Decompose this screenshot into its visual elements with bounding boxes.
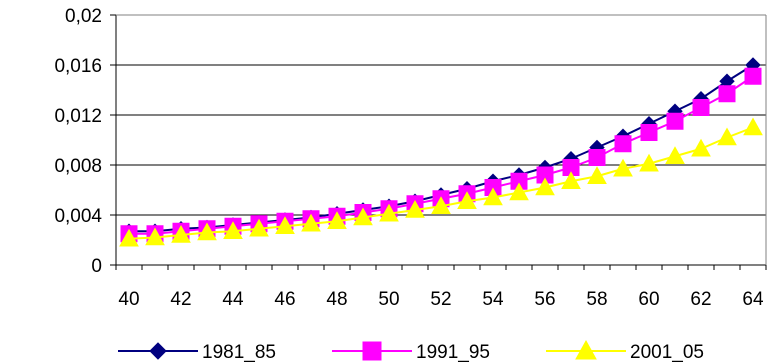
x-tick-label: 42 — [170, 289, 191, 310]
legend-label: 1981_85 — [202, 342, 276, 363]
data-point — [301, 213, 321, 232]
data-point — [457, 191, 477, 209]
x-tick-label: 48 — [326, 289, 347, 310]
data-point — [744, 67, 762, 85]
data-point — [405, 199, 425, 218]
data-point — [249, 218, 269, 237]
legend-item: 1981_85 — [118, 342, 276, 363]
x-tick-label: 56 — [534, 289, 555, 310]
axes — [115, 14, 767, 266]
series-1991_95 — [120, 67, 762, 243]
x-axis-ticks: 40 42 44 46 48 50 52 54 56 58 60 62 64 — [115, 265, 767, 310]
y-tick-label: 0,02 — [65, 6, 102, 27]
data-point — [692, 99, 710, 116]
x-tick-label: 50 — [378, 289, 399, 310]
y-tick-label: 0,008 — [54, 156, 102, 177]
y-tick-label: 0,016 — [54, 56, 102, 77]
data-point — [588, 149, 606, 166]
legend-marker — [362, 341, 382, 361]
data-point — [197, 222, 217, 241]
legend-label: 2001_05 — [630, 342, 704, 363]
legend: 1981_85 1991_95 2001_05 — [118, 339, 704, 363]
legend-marker — [575, 339, 597, 360]
x-tick-label: 52 — [430, 289, 451, 310]
data-point — [718, 85, 736, 103]
data-point — [379, 203, 399, 222]
data-point — [509, 182, 529, 201]
data-point — [743, 117, 763, 136]
data-point — [640, 124, 658, 141]
legend-item: 1991_95 — [332, 341, 490, 363]
data-point — [613, 158, 633, 177]
x-tick-label: 60 — [638, 289, 659, 310]
x-tick-label: 46 — [274, 289, 295, 310]
data-point — [171, 224, 191, 243]
legend-label: 1991_95 — [416, 342, 490, 363]
data-point — [483, 187, 503, 206]
data-point — [587, 166, 607, 184]
y-axis-ticks: 0 0,004 0,008 0,012 0,016 0,02 — [54, 6, 116, 277]
data-point — [665, 146, 685, 164]
legend-item: 2001_05 — [546, 339, 704, 363]
data-point — [614, 135, 632, 153]
data-point — [535, 177, 555, 196]
data-point — [145, 227, 165, 246]
data-point — [119, 228, 139, 247]
x-tick-label: 64 — [742, 289, 764, 310]
data-point — [223, 221, 243, 239]
y-tick-label: 0,004 — [54, 206, 102, 227]
data-point — [639, 153, 659, 172]
data-point — [353, 207, 373, 226]
data-point — [717, 127, 737, 146]
x-tick-label: 62 — [690, 289, 711, 310]
x-tick-label: 58 — [586, 289, 607, 310]
series-group — [119, 57, 763, 247]
data-point — [691, 138, 711, 157]
legend-marker — [149, 342, 167, 360]
data-point — [431, 196, 451, 214]
x-tick-label: 54 — [482, 289, 504, 310]
data-point — [666, 112, 684, 130]
series-line — [128, 126, 754, 240]
data-point — [561, 171, 581, 189]
series-2001_05 — [119, 117, 763, 247]
y-tick-label: 0 — [91, 256, 102, 277]
x-tick-label: 40 — [118, 289, 139, 310]
data-point — [327, 211, 347, 229]
data-point — [275, 216, 295, 234]
x-tick-label: 44 — [222, 289, 244, 310]
y-tick-label: 0,012 — [54, 106, 102, 127]
